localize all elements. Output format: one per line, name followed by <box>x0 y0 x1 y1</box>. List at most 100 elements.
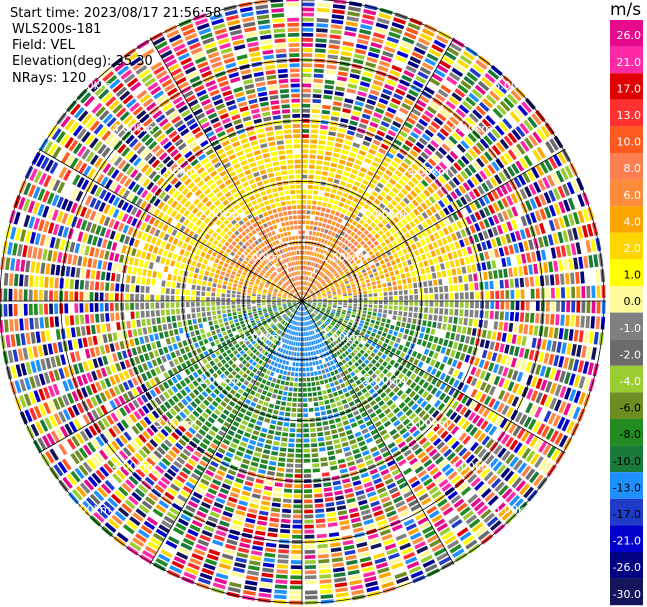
velocity-gate <box>336 169 343 175</box>
velocity-gate <box>483 395 492 406</box>
velocity-gate <box>329 424 336 430</box>
velocity-gate <box>141 500 153 510</box>
velocity-gate <box>457 158 466 168</box>
velocity-gate <box>412 429 421 438</box>
velocity-gate <box>363 415 371 422</box>
velocity-gate <box>388 352 394 358</box>
velocity-gate <box>223 345 229 351</box>
velocity-gate <box>287 323 291 328</box>
velocity-gate <box>75 485 87 498</box>
velocity-gate <box>310 377 315 382</box>
velocity-gate <box>381 226 388 233</box>
velocity-gate <box>293 387 298 392</box>
velocity-gate <box>368 345 374 351</box>
velocity-gate <box>95 469 106 481</box>
velocity-gate <box>334 91 344 97</box>
velocity-gate <box>307 298 312 300</box>
velocity-gate <box>291 325 294 330</box>
velocity-gate <box>307 296 311 299</box>
velocity-gate <box>363 324 368 330</box>
velocity-gate <box>360 256 365 262</box>
velocity-gate <box>265 339 270 345</box>
velocity-gate <box>450 455 460 465</box>
velocity-gate <box>514 312 520 322</box>
velocity-gate <box>304 286 307 291</box>
velocity-gate <box>487 495 499 506</box>
velocity-gate <box>322 202 328 207</box>
velocity-gate <box>239 395 246 402</box>
velocity-gate <box>277 304 282 307</box>
velocity-gate <box>424 129 434 138</box>
velocity-gate <box>374 362 381 368</box>
velocity-gate <box>315 513 325 519</box>
velocity-gate <box>339 271 344 276</box>
velocity-gate <box>266 353 272 358</box>
velocity-gate <box>347 324 352 329</box>
velocity-gate <box>370 42 383 49</box>
velocity-gate <box>550 448 561 461</box>
velocity-gate <box>250 498 260 504</box>
velocity-gate <box>505 453 515 465</box>
velocity-gate <box>381 264 387 269</box>
velocity-gate <box>391 562 404 570</box>
velocity-gate <box>397 221 404 228</box>
velocity-gate <box>525 450 536 463</box>
velocity-gate <box>97 357 104 367</box>
velocity-gate <box>290 575 302 580</box>
velocity-gate <box>275 313 280 316</box>
velocity-gate <box>49 448 59 461</box>
velocity-gate <box>304 504 313 509</box>
velocity-gate <box>286 402 292 407</box>
velocity-gate <box>412 145 422 154</box>
velocity-gate <box>411 350 418 358</box>
velocity-gate <box>457 417 466 427</box>
velocity-gate <box>421 253 427 261</box>
velocity-gate <box>375 562 388 570</box>
velocity-gate <box>283 370 288 375</box>
velocity-gate <box>113 385 121 396</box>
velocity-gate <box>82 461 93 473</box>
velocity-gate <box>510 193 519 204</box>
velocity-gate <box>38 388 46 401</box>
velocity-gate <box>386 319 391 324</box>
velocity-gate <box>461 420 470 430</box>
velocity-gate <box>380 468 390 476</box>
velocity-gate <box>173 460 183 469</box>
velocity-gate <box>484 372 491 382</box>
velocity-gate <box>424 530 437 539</box>
velocity-gate <box>190 496 201 504</box>
velocity-gate <box>340 333 346 338</box>
velocity-gate <box>451 92 463 102</box>
velocity-gate <box>389 296 393 301</box>
velocity-gate <box>309 290 313 294</box>
velocity-gate <box>323 89 334 95</box>
velocity-gate <box>48 415 58 428</box>
velocity-gate <box>343 296 348 299</box>
velocity-gate <box>367 126 377 133</box>
velocity-gate <box>217 333 223 338</box>
velocity-gate <box>303 484 312 489</box>
velocity-gate <box>325 224 331 229</box>
velocity-gate <box>343 369 349 375</box>
velocity-gate <box>273 492 282 498</box>
velocity-gate <box>458 104 470 115</box>
velocity-gate <box>190 401 198 409</box>
velocity-gate <box>169 408 178 417</box>
velocity-gate <box>307 282 310 287</box>
velocity-gate <box>430 250 437 258</box>
velocity-gate <box>266 369 271 375</box>
velocity-gate <box>487 164 496 175</box>
velocity-gate <box>343 252 348 257</box>
velocity-gate <box>256 345 261 350</box>
velocity-gate <box>377 351 383 357</box>
velocity-gate <box>306 210 311 215</box>
velocity-gate <box>35 421 44 435</box>
velocity-gate <box>397 316 402 321</box>
velocity-gate <box>373 289 378 293</box>
velocity-gate <box>519 414 528 426</box>
velocity-gate <box>486 261 492 270</box>
velocity-gate <box>277 316 282 320</box>
velocity-gate <box>405 387 412 395</box>
velocity-gate <box>129 541 142 552</box>
velocity-gate <box>448 135 458 145</box>
